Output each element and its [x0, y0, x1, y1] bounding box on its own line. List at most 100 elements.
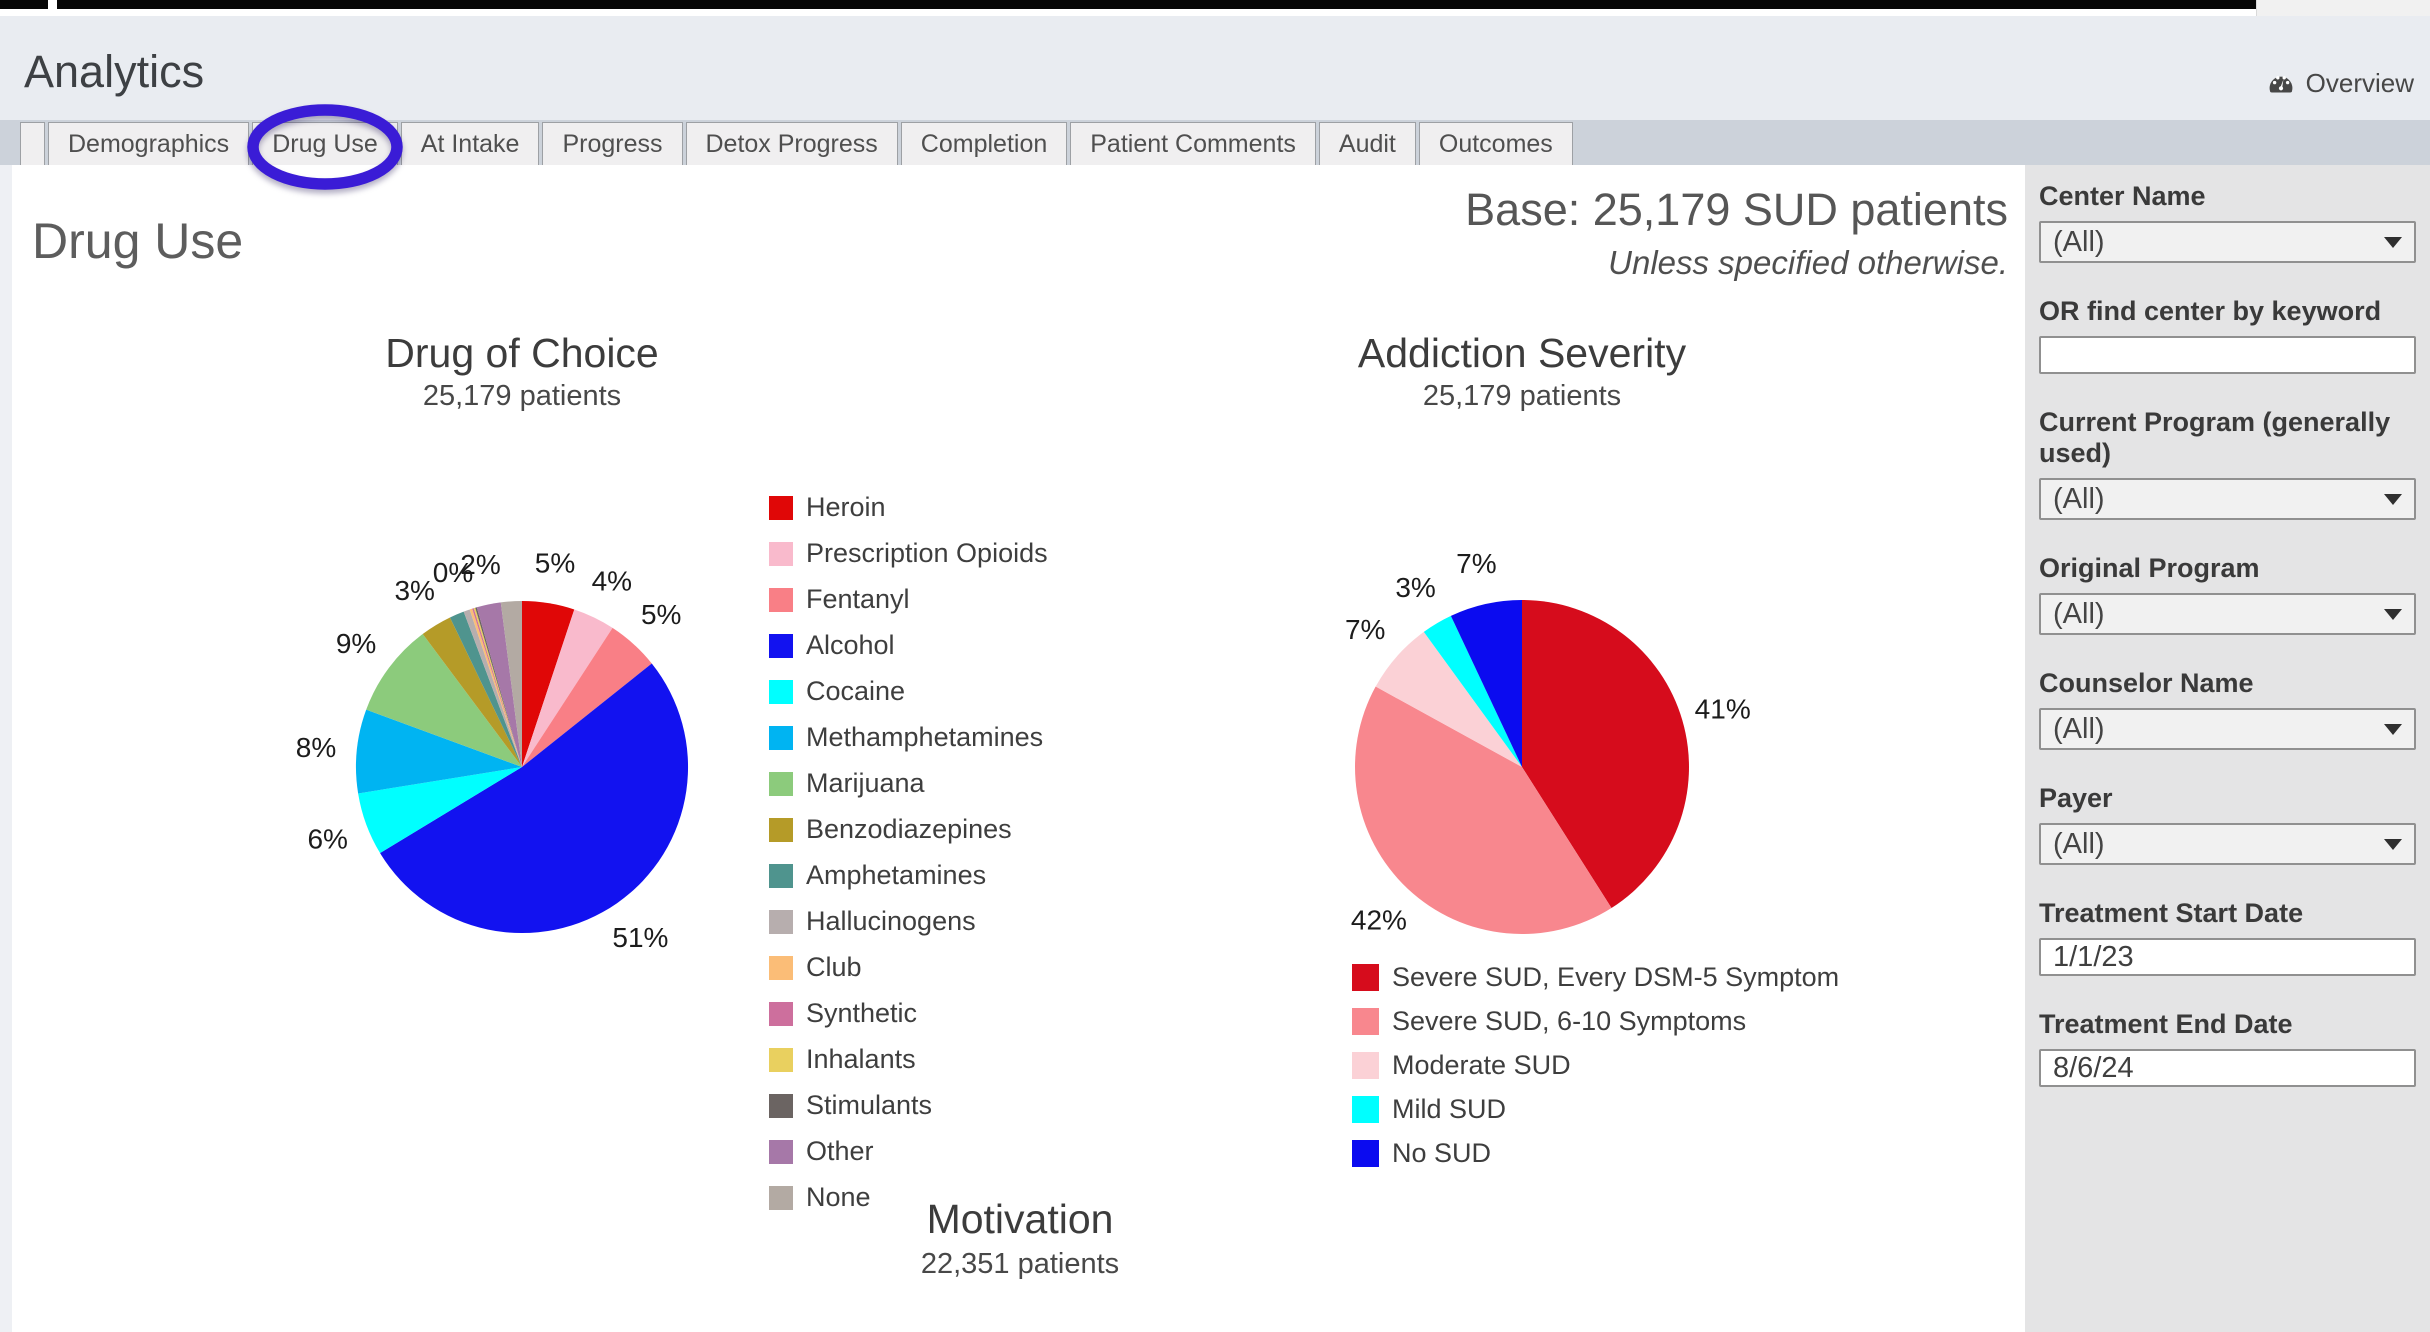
filter-label-center-name: Center Name: [2039, 181, 2206, 211]
pie-slice-marijuana[interactable]: [366, 633, 522, 767]
pie-slice-club[interactable]: [469, 608, 522, 767]
filter-sidebar: Center Name (All) OR find center by keywor…: [2025, 165, 2430, 1332]
legend-item-amphetamines[interactable]: Amphetamines: [769, 860, 1048, 891]
base-note: Base: 25,179 SUD patients Unless specifi…: [1248, 184, 2008, 282]
filter-dropdown-original-program[interactable]: (All): [2039, 593, 2416, 635]
filter-group-original-program: Original Program (All): [2039, 553, 2416, 635]
filter-dropdown-counselor-name[interactable]: (All): [2039, 708, 2416, 750]
filter-input-or-find-center-by-keyword[interactable]: [2039, 336, 2416, 374]
pie-value-label: 5%: [535, 548, 575, 579]
legend-item-moderate-sud[interactable]: Moderate SUD: [1352, 1050, 1839, 1081]
tab-patient-comments[interactable]: Patient Comments: [1070, 122, 1316, 165]
filter-dropdown-center-name[interactable]: (All): [2039, 221, 2416, 263]
pie-value-label: 6%: [307, 824, 347, 855]
pie-slice-fentanyl[interactable]: [522, 627, 652, 767]
pie-value-label: 9%: [336, 628, 376, 659]
legend-swatch: [769, 955, 793, 980]
tab-completion[interactable]: Completion: [900, 122, 1068, 165]
legend-item-heroin[interactable]: Heroin: [769, 492, 1048, 523]
legend-item-other[interactable]: Other: [769, 1136, 1048, 1167]
legend-label: Cocaine: [806, 676, 906, 706]
filter-group-or-find-center-by-keyword: OR find center by keyword: [2039, 296, 2416, 374]
pie-slice-hallucinogens[interactable]: [463, 609, 522, 767]
legend-item-fentanyl[interactable]: Fentanyl: [769, 584, 1048, 615]
legend-item-club[interactable]: Club: [769, 952, 1048, 983]
legend-item-severe-sud-every-dsm-5-symptom[interactable]: Severe SUD, Every DSM-5 Symptom: [1352, 962, 1839, 993]
pie-slice-methamphetamines[interactable]: [356, 709, 522, 794]
legend-item-no-sud[interactable]: No SUD: [1352, 1138, 1839, 1169]
legend-item-stimulants[interactable]: Stimulants: [769, 1090, 1048, 1121]
pie-slice-amphetamines[interactable]: [449, 611, 522, 767]
legend-drug-of-choice: Heroin Prescription Opioids Fentanyl Alcoho…: [769, 492, 1048, 1228]
legend-item-cocaine[interactable]: Cocaine: [769, 676, 1048, 707]
legend-item-none[interactable]: None: [769, 1182, 1048, 1213]
pie-slice-stimulants[interactable]: [475, 607, 522, 767]
legend-item-marijuana[interactable]: Marijuana: [769, 768, 1048, 799]
legend-item-synthetic[interactable]: Synthetic: [769, 998, 1048, 1029]
pie-slice-severe-sud-every-dsm-5-symptom[interactable]: [1522, 600, 1689, 908]
chart-title-motivation: Motivation: [926, 1196, 1114, 1242]
overview-link[interactable]: Overview: [2267, 68, 2414, 99]
pie-slice-heroin[interactable]: [522, 601, 575, 767]
filter-input-treatment-end-date[interactable]: [2039, 1049, 2416, 1087]
tab-strip: Demographics Drug Use At Intake Progress Det…: [20, 122, 1576, 165]
pie-slice-inhalants[interactable]: [473, 607, 522, 767]
filter-label-treatment-end-date: Treatment End Date: [2039, 1009, 2293, 1039]
pie-value-label: 8%: [296, 732, 336, 763]
legend-swatch: [769, 725, 793, 750]
legend-swatch: [769, 909, 793, 934]
chart-subtitle-addiction-severity: 25,179 patients: [1422, 380, 1622, 412]
legend-label: Amphetamines: [806, 860, 987, 890]
filter-group-counselor-name: Counselor Name (All): [2039, 668, 2416, 750]
legend-item-severe-sud-6-10-symptoms[interactable]: Severe SUD, 6-10 Symptoms: [1352, 1006, 1839, 1037]
tab-at-intake[interactable]: At Intake: [400, 122, 540, 165]
legend-label: Alcohol: [806, 630, 895, 660]
tab-outcomes[interactable]: Outcomes: [1418, 122, 1573, 165]
pie-slice-no-sud[interactable]: [1450, 600, 1522, 767]
pie-slice-severe-sud-6-10-symptoms[interactable]: [1355, 686, 1612, 934]
filter-dropdown-payer[interactable]: (All): [2039, 823, 2416, 865]
filter-label-current-program-generally-used: Current Program (generally used): [2039, 407, 2391, 468]
legend-label: Hallucinogens: [806, 906, 976, 936]
legend-swatch: [769, 541, 793, 566]
tab-audit[interactable]: Audit: [1318, 122, 1416, 165]
filter-dropdown-current-program-generally-used[interactable]: (All): [2039, 478, 2416, 520]
tab-detox-progress[interactable]: Detox Progress: [685, 122, 898, 165]
tab-demographics[interactable]: Demographics: [48, 122, 250, 165]
pie-slice-prescription-opioids[interactable]: [522, 609, 613, 767]
pie-value-label: 42%: [1351, 904, 1407, 935]
filter-label-payer: Payer: [2039, 783, 2113, 813]
legend-item-methamphetamines[interactable]: Methamphetamines: [769, 722, 1048, 753]
legend-item-prescription-opioids[interactable]: Prescription Opioids: [769, 538, 1048, 569]
sheet-title: Drug Use: [32, 213, 244, 269]
pie-slice-other[interactable]: [476, 602, 522, 767]
pie-slice-moderate-sud[interactable]: [1375, 631, 1522, 767]
pie-slice-alcohol[interactable]: [380, 663, 689, 934]
pie-slice-cocaine[interactable]: [358, 767, 522, 854]
pie-slice-synthetic[interactable]: [472, 608, 522, 767]
chevron-down-icon: [2384, 236, 2402, 248]
dashboard-gauge-icon: [2267, 70, 2295, 98]
legend-item-benzodiazepines[interactable]: Benzodiazepines: [769, 814, 1048, 845]
legend-label: Other: [806, 1136, 874, 1166]
legend-swatch: [769, 1139, 793, 1164]
legend-swatch: [769, 1185, 793, 1210]
legend-addiction-severity: Severe SUD, Every DSM-5 Symptom Severe SU…: [1352, 962, 1839, 1182]
legend-item-inhalants[interactable]: Inhalants: [769, 1044, 1048, 1075]
left-margin-strip: [0, 165, 12, 1332]
filter-input-treatment-start-date[interactable]: [2039, 938, 2416, 976]
filter-group-center-name: Center Name (All): [2039, 181, 2416, 263]
legend-label: Severe SUD, 6-10 Symptoms: [1392, 1006, 1747, 1036]
legend-item-alcohol[interactable]: Alcohol: [769, 630, 1048, 661]
page-title-analytics: Analytics: [24, 46, 205, 97]
pie-slice-mild-sud[interactable]: [1423, 615, 1522, 767]
legend-item-mild-sud[interactable]: Mild SUD: [1352, 1094, 1839, 1125]
legend-item-hallucinogens[interactable]: Hallucinogens: [769, 906, 1048, 937]
pie-slice-benzodiazepines[interactable]: [422, 617, 522, 767]
legend-swatch: [769, 1047, 793, 1072]
tab-progress[interactable]: Progress: [542, 122, 683, 165]
chevron-down-icon: [2384, 608, 2402, 620]
pie-slice-none[interactable]: [500, 601, 522, 767]
pie-addiction-severity: 41% 42% 7% 3% 7%: [1345, 548, 1751, 935]
